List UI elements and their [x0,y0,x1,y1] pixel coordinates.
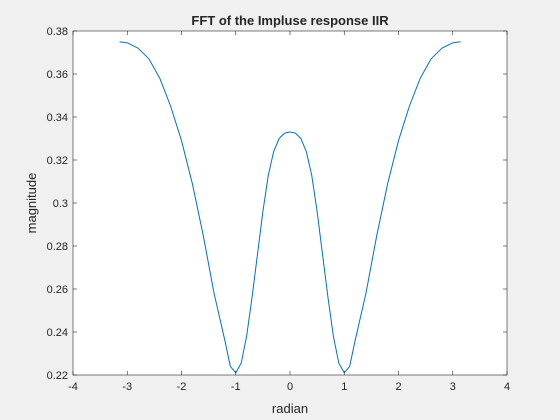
x-tick-label: 4 [504,381,510,393]
x-tick-label: 1 [341,381,347,393]
y-tick-label: 0.38 [47,26,68,38]
plot-area [73,31,507,375]
x-tick-label: -1 [231,381,241,393]
y-tick-label: 0.32 [47,155,68,167]
y-axis-label: magnitude [24,173,39,234]
y-tick-label: 0.22 [47,370,68,382]
y-tick-label: 0.28 [47,241,68,253]
x-tick-label: 3 [450,381,456,393]
x-axis-label: radian [272,401,308,416]
x-tick-label: -4 [68,381,78,393]
chart-title: FFT of the Impluse response IIR [191,13,389,28]
series-layer [119,41,461,374]
x-tick-label: 2 [395,381,401,393]
x-axis: -4 -3 -2 -1 0 1 2 3 4 [68,31,510,393]
series-line-0 [119,41,461,374]
y-tick-label: 0.24 [47,327,68,339]
y-tick-label: 0.34 [47,112,68,124]
y-tick-label: 0.26 [47,284,68,296]
y-tick-label: 0.3 [53,198,68,210]
x-tick-label: 0 [287,381,293,393]
x-tick-label: -3 [122,381,132,393]
y-tick-label: 0.36 [47,69,68,81]
y-axis: 0.22 0.24 0.26 0.28 0.3 0.32 0.34 0.36 0.38 [47,26,507,382]
x-tick-label: -2 [177,381,187,393]
